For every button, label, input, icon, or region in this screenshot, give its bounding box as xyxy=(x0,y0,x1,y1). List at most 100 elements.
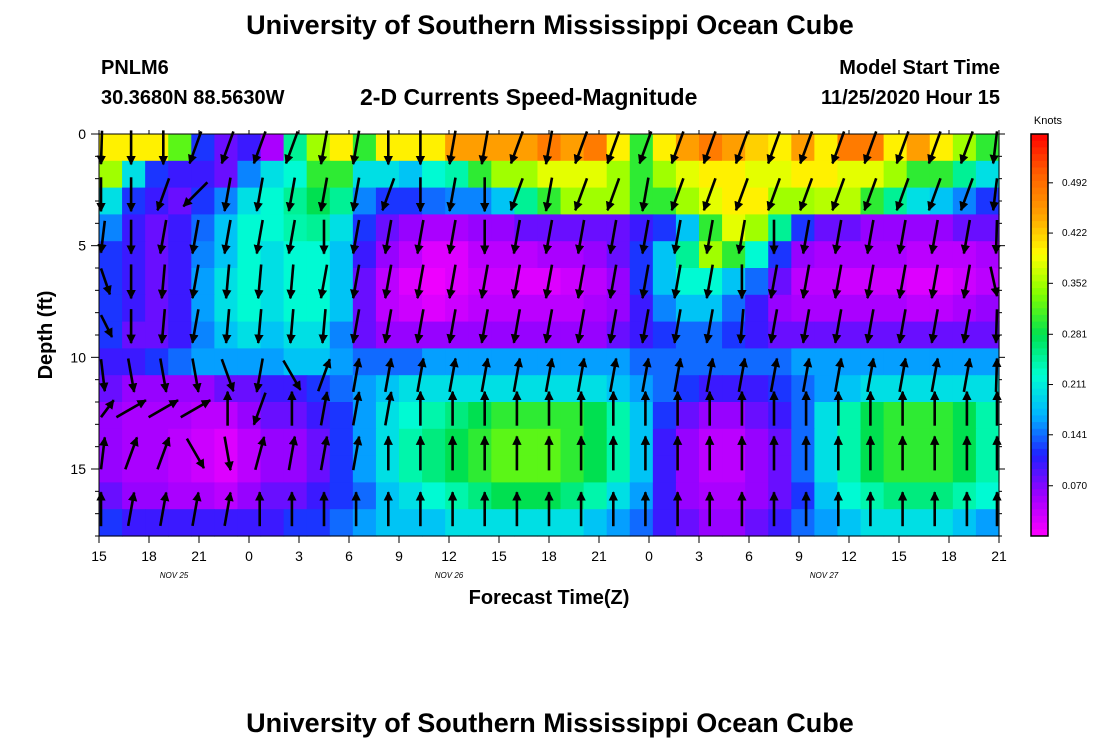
current-vector xyxy=(191,358,202,393)
heatmap-cell xyxy=(768,214,792,242)
heatmap-cell xyxy=(583,428,608,457)
heatmap-cell xyxy=(491,241,515,269)
current-vector xyxy=(99,436,109,470)
heatmap-cell xyxy=(629,160,654,189)
heatmap-cell xyxy=(537,241,562,269)
current-vector xyxy=(896,264,907,300)
current-vector xyxy=(670,130,685,165)
heatmap-cell xyxy=(399,214,423,242)
current-vector xyxy=(639,219,650,255)
date-label: NOV 26 xyxy=(435,571,464,580)
heatmap-cell xyxy=(329,455,354,483)
colorbar-segment xyxy=(1031,388,1048,396)
heatmap-cell xyxy=(883,160,908,189)
heatmap-cell xyxy=(906,509,931,537)
heatmap-cell xyxy=(329,134,354,162)
heatmap-cell xyxy=(860,509,885,537)
current-vector xyxy=(253,177,264,212)
current-vectors xyxy=(96,130,1002,527)
heatmap-cell xyxy=(168,428,192,457)
current-vector xyxy=(895,130,910,165)
heatmap-cell xyxy=(491,268,515,296)
current-vector xyxy=(448,357,459,393)
heatmap-cell xyxy=(306,455,331,483)
heatmap-cell xyxy=(145,375,169,403)
heatmap-cell xyxy=(745,428,769,457)
current-vector xyxy=(702,177,717,212)
heatmap-cell xyxy=(514,321,539,349)
x-tick-label: 9 xyxy=(395,548,403,564)
heatmap-cell xyxy=(352,482,377,510)
heatmap-cell xyxy=(422,348,446,376)
heatmap-cell xyxy=(722,268,746,296)
page-title: University of Southern Mississippi Ocean… xyxy=(246,10,854,40)
date-label: NOV 25 xyxy=(160,571,189,580)
colorbar-segment xyxy=(1031,455,1048,463)
current-vector xyxy=(767,309,779,344)
x-tick-label: 0 xyxy=(645,548,653,564)
heatmap-cell xyxy=(583,402,608,430)
heatmap-cell xyxy=(675,482,700,510)
heatmap-cell xyxy=(722,214,746,242)
colorbar-segment xyxy=(1031,147,1048,155)
heatmap-cell xyxy=(952,268,977,296)
heatmap-cell xyxy=(306,402,331,430)
heatmap-cell xyxy=(583,214,608,242)
heatmap-cell xyxy=(675,509,700,537)
heatmap-cell xyxy=(283,509,308,537)
heatmap-cell xyxy=(606,160,631,189)
heatmap-cell xyxy=(929,348,954,376)
heatmap-cell xyxy=(629,214,654,242)
heatmap-cell xyxy=(260,134,285,162)
heatmap-cell xyxy=(306,160,331,189)
colorbar-segment xyxy=(1031,201,1048,209)
heatmap-cell xyxy=(445,294,469,323)
heatmap-cell xyxy=(929,482,954,510)
heatmap-cell xyxy=(352,402,377,430)
heatmap-cell xyxy=(699,375,723,403)
heatmap-cell xyxy=(629,455,654,483)
heatmap-cell xyxy=(283,268,308,296)
heatmap-cell xyxy=(445,348,469,376)
heatmap-cell xyxy=(975,402,1000,430)
heatmap-cell xyxy=(445,509,469,537)
heatmap-cell xyxy=(929,402,954,430)
heatmap-cell xyxy=(491,321,515,349)
current-vector xyxy=(800,264,811,300)
current-vector xyxy=(544,357,556,393)
heatmap-cell xyxy=(652,482,677,510)
current-vector xyxy=(254,264,264,300)
colorbar-segment xyxy=(1031,241,1048,249)
heatmap-cell xyxy=(491,428,515,457)
colorbar-segment xyxy=(1031,140,1048,148)
current-vector xyxy=(414,219,425,255)
current-vector xyxy=(989,131,999,165)
heatmap-cell xyxy=(722,294,746,323)
heatmap-cell xyxy=(468,160,492,189)
current-vector xyxy=(575,264,586,300)
current-vector xyxy=(480,357,491,393)
heatmap-cell xyxy=(606,455,631,483)
colorbar-segment xyxy=(1031,355,1048,363)
current-vector xyxy=(97,220,107,254)
heatmap-cell xyxy=(145,482,169,510)
heatmap-cell xyxy=(168,402,192,430)
current-vector xyxy=(478,309,489,344)
heatmap-cell xyxy=(929,509,954,537)
heatmap-cell xyxy=(260,294,285,323)
current-vector xyxy=(159,358,170,393)
current-vector xyxy=(478,264,489,300)
heatmap-cell xyxy=(791,509,815,537)
current-vector xyxy=(156,436,171,470)
current-vector xyxy=(446,130,457,166)
colorbar-segment xyxy=(1031,489,1048,497)
heatmap-cell xyxy=(237,134,262,162)
colorbar-segment xyxy=(1031,422,1048,430)
heatmap-cell xyxy=(629,402,654,430)
colorbar-tick-label: 0.281 xyxy=(1062,329,1087,340)
heatmap-cell xyxy=(468,375,492,403)
heatmap-cell xyxy=(837,482,862,510)
colorbar-segment xyxy=(1031,395,1048,403)
heatmap-cell xyxy=(768,348,792,376)
heatmap-cell xyxy=(260,348,285,376)
